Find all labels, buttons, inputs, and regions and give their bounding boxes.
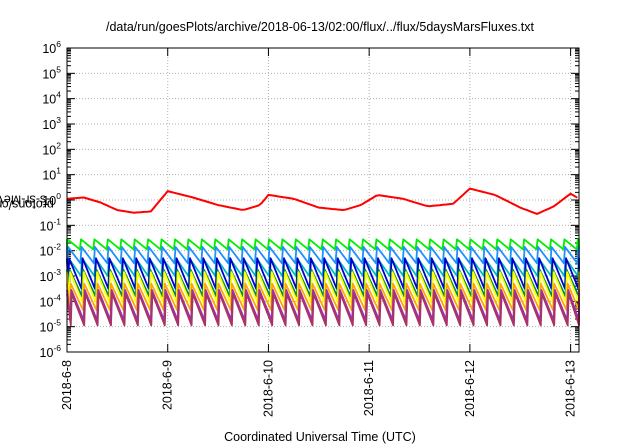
y-tick-label: 10-2: [40, 242, 62, 259]
series-line: [66, 257, 580, 290]
y-tick-base: 10: [40, 295, 54, 309]
y-axis-label-suffix: -s-sr-MeV: [0, 192, 51, 207]
y-tick-base: 10: [40, 219, 54, 233]
y-tick-base: 10: [42, 169, 56, 183]
y-tick-label: 106: [42, 39, 61, 56]
x-tick-label: 2018-6-11: [362, 360, 376, 416]
y-tick-label: 10-1: [40, 216, 62, 233]
y-tick-exponent: -4: [53, 292, 61, 302]
y-tick-base: 10: [42, 143, 56, 157]
series-line: [66, 271, 580, 304]
y-tick-exponent: 4: [56, 90, 61, 100]
y-tick-label: 105: [42, 64, 61, 81]
plot-frame: [66, 47, 580, 353]
y-tick-exponent: 2: [56, 140, 61, 150]
y-tick-exponent: -2: [53, 242, 61, 252]
axis-ticks: 10-610-510-410-310-210-11001011021031041…: [40, 39, 579, 417]
x-tick-label: 2018-6-13: [564, 360, 578, 417]
y-tick-base: 10: [40, 245, 54, 259]
y-tick-base: 10: [42, 93, 56, 107]
chart-title: /data/run/goesPlots/archive/2018-06-13/0…: [105, 20, 534, 34]
y-tick-exponent: -3: [53, 267, 61, 277]
y-tick-exponent: -6: [53, 343, 61, 353]
y-tick-label: 10-5: [40, 318, 62, 335]
y-tick-label: 10-4: [40, 292, 62, 309]
y-tick-exponent: 1: [56, 166, 61, 176]
y-tick-label: 103: [42, 115, 61, 132]
series-line: [66, 238, 580, 251]
y-tick-label: 101: [42, 166, 61, 183]
y-tick-label: 10-3: [40, 267, 62, 284]
y-tick-exponent: 6: [56, 39, 61, 49]
y-tick-base: 10: [42, 194, 56, 208]
y-tick-exponent: -5: [53, 318, 61, 328]
y-tick-base: 10: [42, 67, 56, 81]
series-line: [66, 187, 578, 215]
y-tick-exponent: 0: [56, 191, 61, 201]
y-tick-label: 10-6: [40, 343, 62, 360]
x-tick-label: 2018-6-9: [161, 360, 175, 410]
y-tick-base: 10: [40, 270, 54, 284]
y-tick-base: 10: [42, 118, 56, 132]
y-tick-base: 10: [40, 346, 54, 360]
y-tick-label: 100: [42, 191, 61, 208]
y-tick-label: 102: [42, 140, 61, 157]
y-tick-exponent: 3: [56, 115, 61, 125]
x-tick-label: 2018-6-8: [60, 360, 74, 410]
x-tick-label: 2018-6-12: [463, 360, 477, 417]
x-axis-label: Coordinated Universal Time (UTC): [224, 430, 416, 444]
y-tick-base: 10: [42, 42, 56, 56]
series-group: [66, 187, 580, 327]
y-tick-base: 10: [40, 321, 54, 335]
x-tick-label: 2018-6-10: [261, 360, 275, 417]
series-line: [66, 246, 580, 265]
y-tick-exponent: 5: [56, 64, 61, 74]
y-tick-label: 104: [42, 90, 61, 107]
y-tick-exponent: -1: [53, 216, 61, 226]
series-line: [66, 292, 580, 327]
